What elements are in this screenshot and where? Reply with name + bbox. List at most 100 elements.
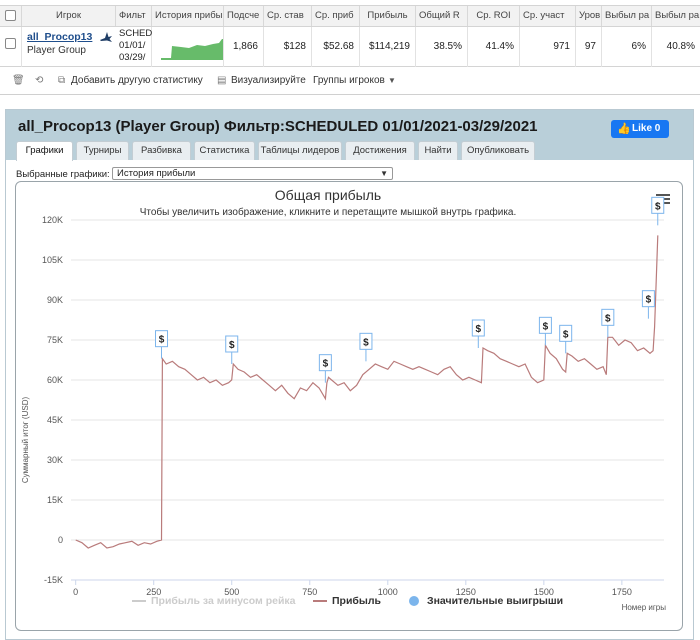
tab-tournaments[interactable]: Турниры <box>76 141 129 160</box>
tab-breakdown[interactable]: Разбивка <box>132 141 191 160</box>
y-tick-label: 30K <box>47 455 63 465</box>
chart-select-value: История прибыли <box>117 168 196 179</box>
select-all-cell <box>0 6 22 26</box>
thumbs-up-icon: 👍 <box>617 123 631 135</box>
refresh-icon[interactable]: ⟲ <box>35 75 44 86</box>
x-tick-label: 1250 <box>456 587 476 597</box>
profit-sparkline <box>161 39 223 60</box>
big-win-marker[interactable]: $ <box>318 354 332 383</box>
header-total-roi[interactable]: Общий R <box>416 6 468 26</box>
x-tick-label: 750 <box>302 587 317 597</box>
header-level[interactable]: Уров <box>576 6 602 26</box>
x-axis-label: Номер игры <box>622 603 667 612</box>
tab-publish[interactable]: Опубликовать <box>461 141 535 160</box>
total-roi-value: 38.5% <box>416 27 468 67</box>
avg-stake-value: $128 <box>264 27 312 67</box>
player-stats-table: Игрок Фильт История прибы Подсче Ср. ста… <box>0 0 700 95</box>
y-axis-label: Суммарный итог (USD) <box>21 397 30 484</box>
svg-text:$: $ <box>476 324 482 335</box>
svg-text:$: $ <box>655 201 661 212</box>
big-win-marker[interactable]: $ <box>471 319 485 348</box>
big-win-marker[interactable]: $ <box>641 290 655 319</box>
chevron-down-icon: ▼ <box>380 169 388 178</box>
header-profit[interactable]: Прибыль <box>360 6 416 26</box>
tab-achievements[interactable]: Достижения <box>345 141 415 160</box>
y-tick-label: 90K <box>47 295 63 305</box>
chevron-down-icon[interactable]: ▼ <box>388 76 396 85</box>
header-player[interactable]: Игрок <box>22 6 116 26</box>
x-tick-label: 250 <box>146 587 161 597</box>
header-count[interactable]: Подсче <box>224 6 264 26</box>
tab-charts[interactable]: Графики <box>16 141 73 161</box>
big-win-marker[interactable]: $ <box>601 308 615 338</box>
select-all-checkbox[interactable] <box>5 10 16 21</box>
legend-item[interactable]: Прибыль <box>313 595 382 607</box>
series-line-profit[interactable] <box>75 235 659 549</box>
y-tick-label: 60K <box>47 375 63 385</box>
big-win-marker[interactable]: $ <box>155 330 169 359</box>
panel-header: all_Procop13 (Player Group) Фильтр:SCHED… <box>6 110 693 161</box>
copy-icon: ⧉ <box>58 75 66 86</box>
profit-chart[interactable]: Общая прибыль Чтобы увеличить изображени… <box>16 182 684 632</box>
table-toolbar: 🗑 ⟲ ⧉ Добавить другую статистику ▤ Визуа… <box>0 73 700 91</box>
legend-item[interactable]: Значительные выигрыши <box>409 595 563 607</box>
chart-title: Общая прибыль <box>275 187 381 203</box>
chart-container[interactable]: Общая прибыль Чтобы увеличить изображени… <box>15 181 683 631</box>
trash-icon[interactable]: 🗑 <box>12 75 25 86</box>
tab-search[interactable]: Найти <box>418 141 458 160</box>
player-groups-dropdown[interactable]: Группы игроков <box>313 75 385 86</box>
big-win-marker[interactable]: $ <box>225 335 239 364</box>
filter-cell <box>116 27 152 67</box>
add-stats-button[interactable]: Добавить другую статистику <box>71 75 203 86</box>
player-name-link[interactable]: all_Procop13 <box>27 31 93 43</box>
visualize-button[interactable]: Визуализируйте <box>231 75 306 86</box>
level-value: 97 <box>576 27 602 67</box>
profit-value: $114,219 <box>360 27 416 67</box>
y-tick-label: 75K <box>47 335 63 345</box>
y-tick-label: 45K <box>47 415 63 425</box>
header-avg-profit[interactable]: Ср. приб <box>312 6 360 26</box>
svg-text:Прибыль: Прибыль <box>332 595 382 607</box>
header-out-1[interactable]: Выбыл ра <box>602 6 652 26</box>
svg-text:$: $ <box>229 340 235 351</box>
tab-statistics[interactable]: Статистика <box>194 141 255 160</box>
row-select-cell <box>0 27 22 67</box>
avg-profit-value: $52.68 <box>312 27 360 67</box>
avg-roi-value: 41.4% <box>468 27 520 67</box>
header-filter[interactable]: Фильт <box>116 6 152 26</box>
x-tick-label: 1000 <box>378 587 398 597</box>
legend-item[interactable]: Прибыль за минусом рейка <box>132 595 296 607</box>
svg-text:$: $ <box>323 359 329 370</box>
big-win-marker[interactable]: $ <box>359 332 373 362</box>
chart-select[interactable]: История прибыли ▼ <box>112 167 393 180</box>
big-win-marker[interactable]: $ <box>559 324 573 354</box>
panel-title: all_Procop13 (Player Group) Фильтр:SCHED… <box>18 118 538 135</box>
svg-text:$: $ <box>646 295 652 306</box>
shark-icon <box>100 32 112 42</box>
y-tick-label: -15K <box>44 575 63 585</box>
player-group-label: Player Group <box>27 45 86 56</box>
table-row[interactable]: all_Procop13 Player Group SCHED 01/01/ 0… <box>0 27 700 67</box>
svg-text:$: $ <box>159 335 165 346</box>
tab-leaderboards[interactable]: Таблицы лидеров <box>258 141 342 160</box>
x-tick-label: 1500 <box>534 587 554 597</box>
out-1-value: 6% <box>602 27 652 67</box>
header-avg-entrants[interactable]: Ср. участ <box>520 6 576 26</box>
chart-subtitle: Чтобы увеличить изображение, кликните и … <box>140 206 517 218</box>
big-win-marker[interactable]: $ <box>538 316 552 346</box>
x-tick-label: 500 <box>224 587 239 597</box>
svg-text:$: $ <box>543 321 549 332</box>
avg-entrants-value: 971 <box>520 27 576 67</box>
x-tick-label: 0 <box>73 587 78 597</box>
profit-history-cell <box>152 27 224 67</box>
row-checkbox[interactable] <box>5 38 16 49</box>
facebook-like-button[interactable]: 👍 Like 0 <box>611 120 669 138</box>
header-avg-stake[interactable]: Ср. став <box>264 6 312 26</box>
header-avg-roi[interactable]: Ср. ROI <box>468 6 520 26</box>
out-2-value: 40.8% <box>666 41 695 52</box>
big-win-marker[interactable]: $ <box>651 196 665 226</box>
header-out-2[interactable]: Выбыл ра <box>655 10 700 21</box>
visualize-icon: ▤ <box>217 75 227 86</box>
header-profit-history[interactable]: История прибы <box>152 6 224 26</box>
chart-select-row: Выбранные графики: История прибыли ▼ <box>16 167 393 180</box>
